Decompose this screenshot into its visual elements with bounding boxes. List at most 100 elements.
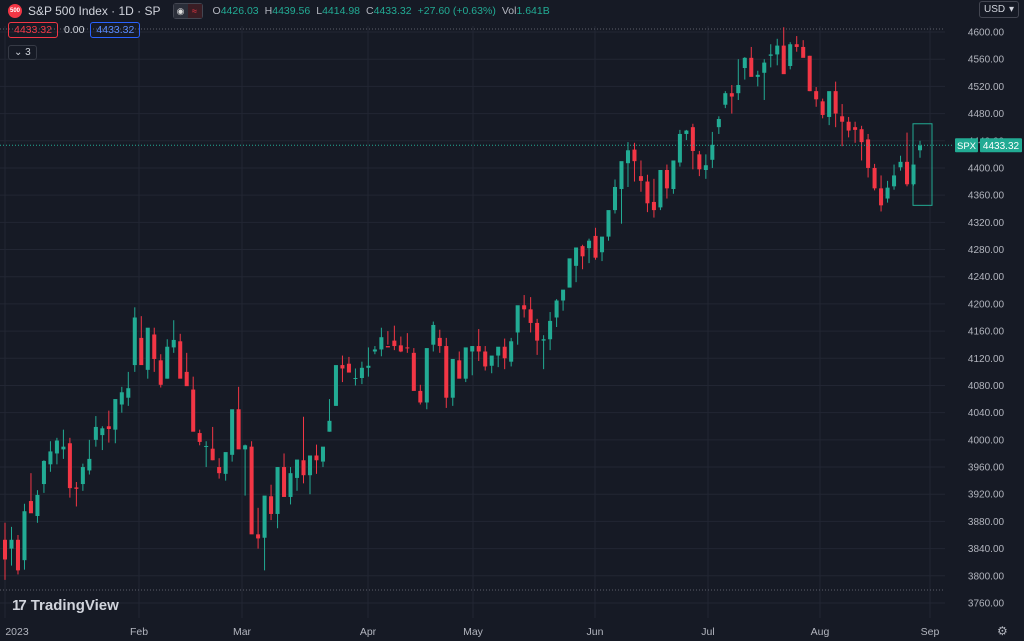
candle-body: [554, 300, 559, 318]
candle-body: [535, 322, 540, 341]
candle-body: [574, 247, 579, 266]
y-tick-label: 4200.00: [968, 299, 1005, 310]
candle-body: [366, 365, 371, 368]
candle-body: [243, 445, 248, 450]
candle-body: [509, 341, 514, 362]
candle-body: [612, 186, 618, 211]
candle-body: [9, 539, 14, 549]
x-tick-label: 2023: [5, 626, 29, 638]
candle-body: [301, 460, 306, 476]
candle-body: [67, 443, 72, 489]
candle-body: [113, 399, 118, 430]
candle-body: [567, 258, 572, 288]
candle-body: [781, 45, 786, 75]
y-tick-label: 4240.00: [968, 272, 1005, 283]
last-price-tag-bg: [980, 138, 1022, 153]
y-tick-label: 4360.00: [968, 191, 1005, 202]
candle-body: [905, 161, 910, 185]
wave-icon[interactable]: ≈: [187, 4, 202, 18]
y-tick-label: 4120.00: [968, 354, 1005, 365]
indicators-toggle[interactable]: ⌄ 3: [8, 45, 37, 60]
chart-legend: 500 S&P 500 Index · 1D · SP ◉ ≈ O4426.03…: [8, 3, 550, 19]
candle-body: [320, 446, 325, 462]
candle-body: [379, 337, 384, 350]
candle-body: [593, 235, 598, 258]
candle-body: [548, 320, 553, 340]
candle-body: [132, 317, 137, 366]
candle-body: [638, 176, 643, 181]
candle-body: [892, 175, 897, 187]
candle-body: [54, 440, 59, 454]
candle-body: [561, 289, 566, 301]
candle-body: [152, 334, 157, 359]
candle-body: [807, 55, 812, 92]
currency-label: USD: [984, 4, 1006, 15]
candle-body: [431, 324, 436, 345]
x-tick-label: Mar: [233, 626, 252, 638]
candle-body: [885, 187, 890, 199]
candle-body: [424, 348, 429, 403]
y-tick-label: 3880.00: [968, 517, 1005, 528]
ohlc-item: O4426.03: [213, 5, 259, 17]
candle-body: [61, 446, 66, 450]
candle-body: [587, 240, 592, 249]
gear-icon[interactable]: ⚙: [997, 624, 1008, 638]
ohlc-key: H: [264, 5, 273, 17]
candle-body: [22, 511, 27, 561]
candle-body: [775, 45, 780, 55]
chevron-down-icon: ⌄: [14, 47, 23, 58]
currency-selector[interactable]: USD ▾: [979, 1, 1019, 18]
candle-body: [541, 339, 546, 341]
candle-body: [619, 161, 624, 190]
symbol-title[interactable]: S&P 500 Index · 1D · SP: [28, 4, 161, 18]
y-tick-label: 4000.00: [968, 435, 1005, 446]
candle-body: [385, 346, 390, 348]
y-tick-label: 3800.00: [968, 571, 1005, 582]
candle-body: [528, 309, 533, 323]
candle-body: [736, 85, 741, 94]
candle-body: [742, 57, 747, 69]
candle-body: [470, 346, 475, 352]
candle-body: [755, 74, 760, 77]
x-tick-label: Jun: [587, 626, 604, 638]
candle-body: [911, 164, 916, 185]
y-tick-label: 4320.00: [968, 218, 1005, 229]
candle-body: [353, 377, 358, 379]
tradingview-logo: 17 TradingView: [12, 597, 119, 614]
sell-button[interactable]: 4433.32: [8, 22, 58, 38]
candle-body: [262, 495, 267, 538]
candle-body: [450, 358, 455, 398]
ohlc-key: O: [212, 5, 221, 17]
eye-icon[interactable]: ◉: [173, 4, 188, 18]
candle-body: [762, 62, 767, 73]
candle-body: [444, 346, 449, 398]
candle-body: [197, 433, 202, 442]
candle-body: [48, 451, 53, 465]
candle-body: [703, 165, 708, 170]
ohlc-key: C: [366, 5, 374, 17]
candle-body: [606, 210, 611, 237]
ohlc-value: 1.641B: [516, 5, 550, 17]
candle-body: [522, 305, 527, 310]
candle-body: [768, 54, 773, 56]
candle-body: [658, 169, 663, 208]
candle-body: [126, 388, 131, 398]
candle-body: [93, 426, 98, 440]
buy-button[interactable]: 4433.32: [90, 22, 141, 38]
candle-body: [80, 467, 85, 485]
candle-body: [411, 352, 416, 391]
symbol-tag: SPX: [957, 141, 977, 152]
candle-body: [729, 93, 734, 97]
candle-body: [282, 467, 287, 497]
y-tick-label: 3960.00: [968, 463, 1005, 474]
ohlc-item: +27.60 (+0.63%): [418, 5, 496, 17]
visibility-toggles[interactable]: ◉ ≈: [172, 3, 203, 19]
ohlc-value: 4439.56: [272, 5, 311, 17]
candle-body: [41, 460, 46, 485]
candle-body: [917, 145, 923, 151]
candle-body: [651, 201, 656, 211]
candle-body: [178, 341, 183, 379]
candle-body: [119, 392, 124, 405]
candle-body: [710, 144, 715, 160]
